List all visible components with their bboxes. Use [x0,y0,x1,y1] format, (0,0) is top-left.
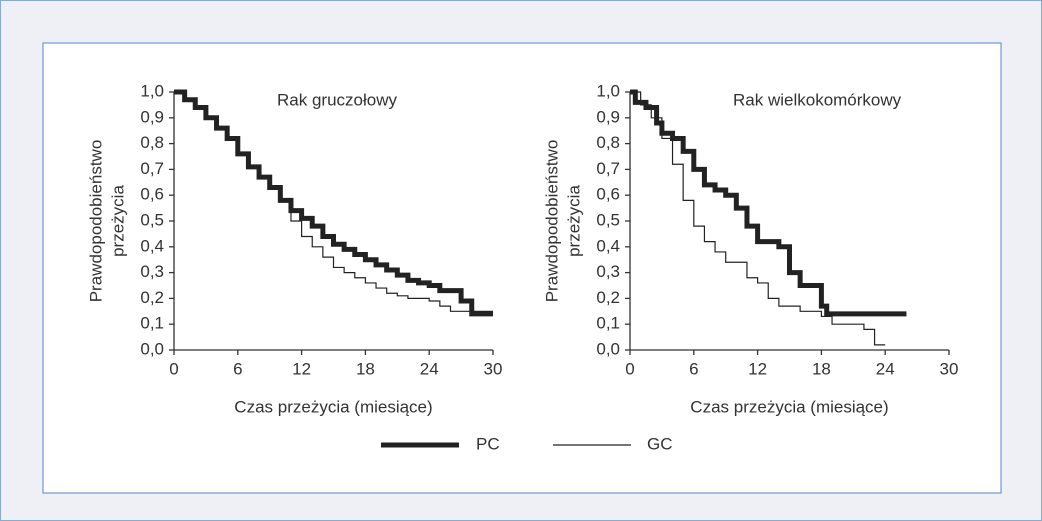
y-tick-label: 0,3 [140,262,164,281]
y-tick-label: 0,9 [596,107,620,126]
x-tick-label: 6 [233,359,242,378]
y-tick-label: 0,4 [596,236,620,255]
y-tick-label: 0,6 [596,185,620,204]
x-tick-label: 18 [812,359,831,378]
y-tick-label: 0,1 [140,314,164,333]
survival-curve [630,91,886,346]
legend-label: PC [476,434,500,453]
x-tick-label: 6 [689,359,698,378]
x-tick-label: 24 [420,359,439,378]
y-tick-label: 0,5 [140,210,164,229]
y-tick-label: 0,5 [596,210,620,229]
x-tick-label: 30 [484,359,503,378]
y-tick-label: 1,0 [140,81,164,100]
y-tick-label: 0,0 [140,339,164,358]
x-tick-label: 12 [292,359,311,378]
legend-label: GC [647,434,673,453]
y-tick-label: 0,0 [596,339,620,358]
y-tick-label: 0,2 [596,288,620,307]
y-axis-label: przeżycia [108,185,127,257]
y-tick-label: 0,7 [140,159,164,178]
chart-title: Rak wielkokomórkowy [733,90,902,109]
y-tick-label: 0,9 [140,107,164,126]
panel [42,42,1002,494]
x-tick-label: 30 [940,359,959,378]
y-tick-label: 0,6 [140,185,164,204]
x-axis-label: Czas przeżycia (miesiące) [234,397,432,416]
y-tick-label: 0,1 [596,314,620,333]
y-tick-label: 1,0 [596,81,620,100]
y-axis-label: przeżycia [564,185,583,257]
y-tick-label: 0,8 [140,133,164,152]
y-axis-label: Prawdopodobieństwo [86,140,105,303]
x-tick-label: 12 [748,359,767,378]
x-tick-label: 0 [625,359,634,378]
x-axis-label: Czas przeżycia (miesiące) [690,397,888,416]
x-tick-label: 18 [356,359,375,378]
y-tick-label: 0,4 [140,236,164,255]
x-tick-label: 0 [169,359,178,378]
x-tick-label: 24 [876,359,895,378]
survival-curve [630,89,907,317]
y-tick-label: 0,2 [140,288,164,307]
y-tick-label: 0,3 [596,262,620,281]
chart-title: Rak gruczołowy [277,90,397,109]
survival-curve [174,91,493,312]
y-tick-label: 0,7 [596,159,620,178]
y-tick-label: 0,8 [596,133,620,152]
y-axis-label: Prawdopodobieństwo [542,140,561,303]
